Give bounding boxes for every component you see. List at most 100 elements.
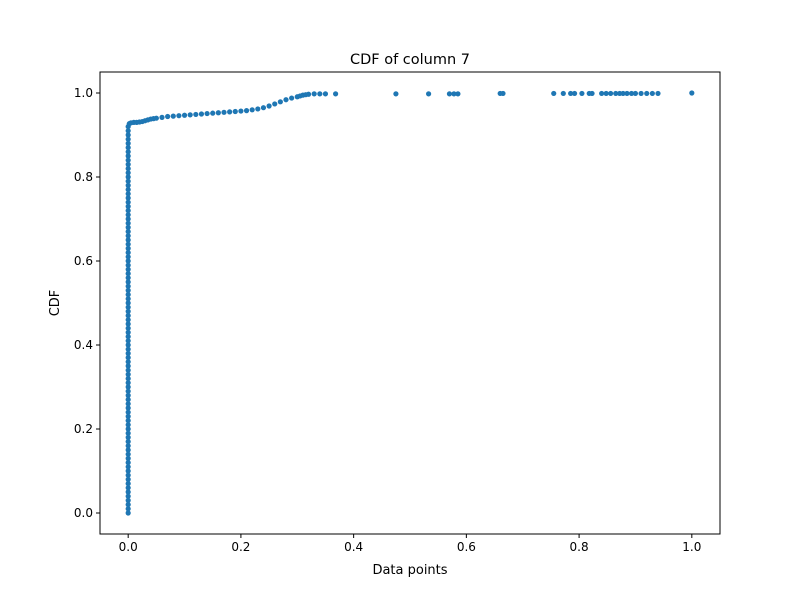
- data-point: [125, 392, 131, 398]
- data-point: [125, 502, 131, 508]
- data-point: [249, 107, 255, 113]
- data-point: [568, 90, 574, 97]
- data-point: [613, 90, 619, 97]
- data-point: [125, 401, 131, 407]
- data-point: [125, 279, 131, 285]
- data-point: [125, 405, 131, 411]
- data-point: [125, 187, 131, 193]
- data-point: [125, 250, 131, 256]
- data-point: [159, 114, 165, 120]
- data-point: [215, 110, 221, 116]
- data-point: [125, 380, 131, 386]
- data-point: [628, 90, 635, 97]
- x-tick-label: 0.6: [457, 540, 476, 554]
- data-point: [644, 90, 650, 97]
- data-point: [243, 108, 250, 114]
- data-point: [125, 216, 131, 222]
- data-point: [125, 468, 131, 474]
- data-point: [125, 132, 131, 138]
- data-point: [125, 195, 131, 201]
- data-point: [125, 334, 131, 340]
- data-point: [125, 170, 131, 176]
- plot-area-frame: [99, 71, 721, 535]
- data-point: [125, 300, 131, 306]
- data-point: [333, 91, 339, 97]
- data-point: [125, 493, 131, 499]
- data-point: [603, 90, 609, 97]
- data-point: [311, 91, 317, 97]
- data-point: [125, 153, 131, 159]
- data-point: [125, 451, 131, 457]
- data-point: [655, 90, 661, 97]
- data-point: [227, 109, 233, 115]
- data-point: [125, 460, 131, 466]
- data-point: [210, 110, 216, 116]
- data-point: [181, 112, 188, 118]
- x-tick-label: 0.4: [344, 540, 363, 554]
- data-point: [277, 99, 283, 105]
- data-point: [272, 101, 278, 107]
- y-tick-label: 0.2: [74, 422, 93, 436]
- data-point: [125, 397, 131, 403]
- data-point: [255, 106, 261, 112]
- data-point: [125, 376, 131, 382]
- data-point: [125, 413, 131, 419]
- y-tick-label: 0.8: [74, 170, 93, 184]
- data-point: [125, 409, 131, 415]
- data-point: [266, 103, 272, 109]
- data-point: [125, 346, 131, 352]
- data-point: [125, 208, 131, 214]
- data-point: [232, 108, 238, 115]
- data-point: [125, 178, 131, 184]
- data-point: [125, 203, 131, 209]
- data-point: [204, 110, 210, 117]
- data-point: [125, 258, 131, 264]
- data-point: [455, 91, 461, 97]
- data-point: [125, 166, 131, 172]
- data-point: [170, 113, 176, 119]
- data-point: [125, 157, 131, 163]
- data-point: [589, 90, 595, 97]
- data-point: [125, 266, 131, 272]
- data-point: [125, 371, 131, 377]
- data-point: [125, 350, 131, 356]
- data-point: [187, 112, 193, 118]
- data-point: [689, 90, 695, 96]
- data-point: [125, 363, 131, 369]
- data-point: [125, 472, 131, 478]
- data-point: [579, 90, 585, 97]
- y-axis-label: CDF: [48, 290, 63, 317]
- data-point: [125, 149, 131, 155]
- data-point: [125, 464, 131, 470]
- data-point: [125, 161, 131, 167]
- data-point: [125, 283, 131, 289]
- data-point: [599, 90, 605, 97]
- data-point: [426, 91, 432, 97]
- data-point: [125, 287, 131, 293]
- data-point: [125, 313, 131, 319]
- data-point: [198, 111, 205, 117]
- data-point: [125, 182, 131, 188]
- data-point: [500, 90, 506, 97]
- x-tick-label: 0.0: [119, 540, 138, 554]
- data-point: [125, 275, 131, 281]
- x-tick-label: 0.2: [231, 540, 250, 554]
- data-point: [125, 388, 131, 394]
- data-point: [193, 111, 199, 118]
- data-point: [322, 91, 329, 97]
- data-point: [125, 485, 131, 491]
- data-point: [125, 359, 131, 365]
- data-point: [632, 90, 639, 97]
- data-point: [125, 325, 131, 331]
- data-point: [125, 338, 131, 344]
- data-point: [451, 91, 457, 97]
- data-point: [125, 481, 131, 487]
- data-point: [608, 90, 614, 97]
- data-point: [317, 91, 323, 97]
- y-axis-ticks: 0.0 0.2 0.4 0.6 0.8 1.0: [74, 86, 100, 520]
- data-point: [125, 434, 131, 440]
- y-tick-label: 1.0: [74, 86, 93, 100]
- data-point: [260, 105, 267, 111]
- data-point: [125, 241, 131, 247]
